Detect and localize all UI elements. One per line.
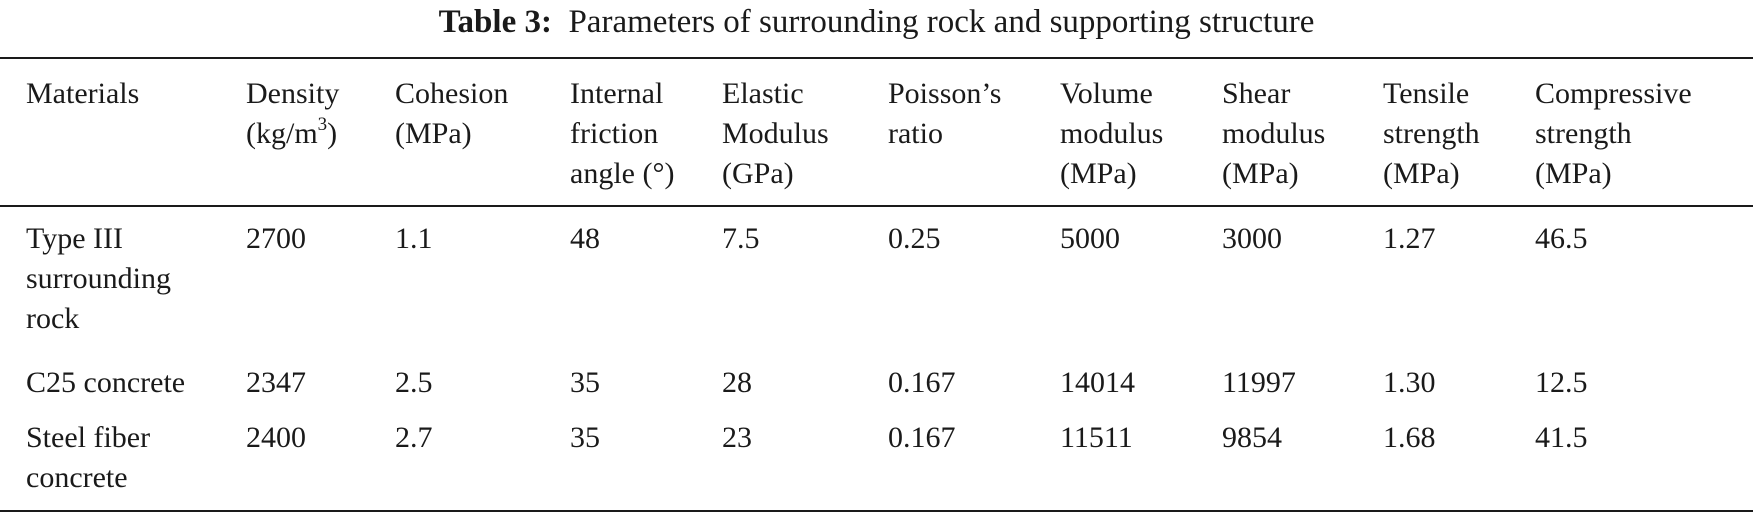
header-tensile-strength: Tensile strength (MPa) — [1383, 77, 1480, 190]
header-elastic-modulus: Elastic Modulus (GPa) — [722, 77, 829, 190]
row-c25-concrete-material: C25 concrete — [26, 366, 186, 399]
bottom-rule — [0, 510, 1753, 512]
row-steel-fiber-concrete-material: Steel fiber concrete — [26, 421, 151, 494]
row-c25-concrete-shear-modulus: 11997 — [1222, 366, 1296, 399]
row-type-iii-rock-cohesion: 1.1 — [395, 222, 433, 255]
row-type-iii-rock-elastic-modulus: 7.5 — [722, 222, 760, 255]
row-steel-fiber-concrete-friction-angle: 35 — [570, 421, 600, 454]
row-c25-concrete-volume-modulus: 14014 — [1060, 366, 1135, 399]
header-materials: Materials — [26, 77, 140, 110]
row-type-iii-rock-density: 2700 — [246, 222, 306, 255]
row-steel-fiber-concrete-volume-modulus: 11511 — [1060, 421, 1133, 454]
header-internal-friction-angle: Internal friction angle (°) — [570, 77, 675, 190]
row-c25-concrete-friction-angle: 35 — [570, 366, 600, 399]
header-shear-modulus: Shear modulus (MPa) — [1222, 77, 1326, 190]
row-steel-fiber-concrete-tensile-strength: 1.68 — [1383, 421, 1436, 454]
header-compressive-strength: Compressive strength (MPa) — [1535, 77, 1692, 190]
row-type-iii-rock-shear-modulus: 3000 — [1222, 222, 1282, 255]
top-rule — [0, 57, 1753, 59]
header-rule — [0, 205, 1753, 207]
row-steel-fiber-concrete-poisson-ratio: 0.167 — [888, 421, 956, 454]
row-steel-fiber-concrete-shear-modulus: 9854 — [1222, 421, 1282, 454]
header-cohesion: Cohesion (MPa) — [395, 77, 509, 150]
header-density: Density (kg/m3) — [246, 77, 340, 150]
row-type-iii-rock-tensile-strength: 1.27 — [1383, 222, 1436, 255]
row-steel-fiber-concrete-density: 2400 — [246, 421, 306, 454]
row-steel-fiber-concrete-compressive-strength: 41.5 — [1535, 421, 1588, 454]
row-steel-fiber-concrete-elastic-modulus: 23 — [722, 421, 752, 454]
row-type-iii-rock-compressive-strength: 46.5 — [1535, 222, 1588, 255]
row-c25-concrete-elastic-modulus: 28 — [722, 366, 752, 399]
row-steel-fiber-concrete-cohesion: 2.7 — [395, 421, 433, 454]
header-volume-modulus: Volume modulus (MPa) — [1060, 77, 1164, 190]
row-c25-concrete-tensile-strength: 1.30 — [1383, 366, 1436, 399]
row-type-iii-rock-poisson-ratio: 0.25 — [888, 222, 941, 255]
row-c25-concrete-compressive-strength: 12.5 — [1535, 366, 1588, 399]
row-c25-concrete-density: 2347 — [246, 366, 306, 399]
row-type-iii-rock-friction-angle: 48 — [570, 222, 600, 255]
row-type-iii-rock-material: Type III surrounding rock — [26, 222, 171, 335]
table-title: Parameters of surrounding rock and suppo… — [568, 4, 1315, 40]
table-caption: Table 3: Parameters of surrounding rock … — [0, 2, 1753, 42]
header-poisson-ratio: Poisson’s ratio — [888, 77, 1002, 150]
row-type-iii-rock-volume-modulus: 5000 — [1060, 222, 1120, 255]
table-label: Table 3: — [438, 4, 552, 40]
row-c25-concrete-cohesion: 2.5 — [395, 366, 433, 399]
row-c25-concrete-poisson-ratio: 0.167 — [888, 366, 956, 399]
